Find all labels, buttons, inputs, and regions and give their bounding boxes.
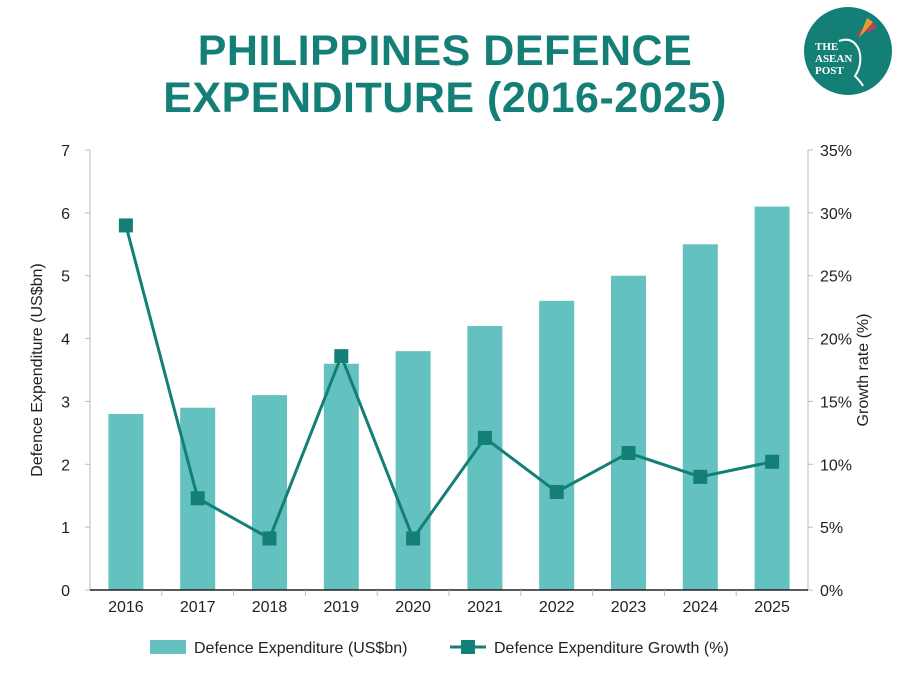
- marker-2021: [477, 430, 492, 445]
- legend-line-label: Defence Expenditure Growth (%): [494, 640, 729, 657]
- y-axis-label: Defence Expenditure (US$bn): [29, 263, 46, 476]
- svg-text:POST: POST: [815, 65, 844, 77]
- x-tick-label: 2017: [180, 599, 216, 616]
- bar-2023: [611, 275, 646, 590]
- logo: THE ASEAN POST: [804, 7, 892, 95]
- x-tick-label: 2019: [324, 599, 360, 616]
- marker-2025: [765, 454, 780, 469]
- y-tick-label: 4: [61, 332, 70, 349]
- legend-bar-label: Defence Expenditure (US$bn): [194, 640, 407, 657]
- marker-2019: [334, 349, 349, 364]
- bar-2019: [323, 363, 359, 590]
- marker-2016: [118, 218, 133, 233]
- marker-2023: [621, 445, 636, 460]
- y-tick-label: 1: [61, 520, 70, 537]
- marker-2022: [549, 484, 564, 499]
- y2-tick-label: 30%: [820, 206, 852, 223]
- x-tick-label: 2018: [252, 599, 288, 616]
- x-tick-label: 2021: [467, 599, 503, 616]
- y-tick-label: 6: [61, 206, 70, 223]
- x-tick-label: 2025: [754, 599, 790, 616]
- y2-axis-label: Growth rate (%): [855, 314, 872, 427]
- x-tick-label: 2016: [108, 599, 144, 616]
- growth-line: [124, 225, 773, 542]
- bar-2018: [252, 395, 287, 590]
- marker-2020: [406, 531, 421, 546]
- marker-2018: [262, 531, 277, 546]
- bar-2016: [108, 414, 144, 590]
- y2-tick-label: 20%: [820, 332, 852, 349]
- y2-tick-label: 10%: [820, 457, 852, 474]
- x-tick-label: 2020: [395, 599, 431, 616]
- x-tick-label: 2024: [683, 599, 719, 616]
- y-tick-label: 3: [61, 394, 70, 411]
- x-tick-label: 2022: [539, 599, 575, 616]
- bar-2025: [754, 206, 790, 591]
- bar-2020: [395, 351, 431, 590]
- y2-tick-label: 15%: [820, 394, 852, 411]
- legend-line-marker: [461, 640, 475, 654]
- y-tick-label: 5: [61, 269, 70, 286]
- marker-2017: [190, 491, 205, 506]
- legend-bar-swatch: [150, 640, 186, 654]
- bar-2021: [467, 326, 503, 590]
- marker-2024: [693, 469, 708, 484]
- svg-text:ASEAN: ASEAN: [815, 53, 852, 65]
- y2-tick-label: 25%: [820, 269, 852, 286]
- y-tick-label: 7: [61, 143, 70, 160]
- y2-tick-label: 5%: [820, 520, 843, 537]
- x-tick-label: 2023: [611, 599, 647, 616]
- bar-2022: [539, 300, 575, 590]
- y-tick-label: 2: [61, 457, 70, 474]
- chart-title: PHILIPPINES DEFENCE EXPENDITURE (2016-20…: [163, 27, 727, 122]
- bar-2024: [682, 244, 718, 591]
- y2-tick-label: 0%: [820, 583, 843, 600]
- y2-tick-label: 35%: [820, 143, 852, 160]
- y-tick-label: 0: [61, 583, 70, 600]
- svg-text:THE: THE: [815, 41, 838, 53]
